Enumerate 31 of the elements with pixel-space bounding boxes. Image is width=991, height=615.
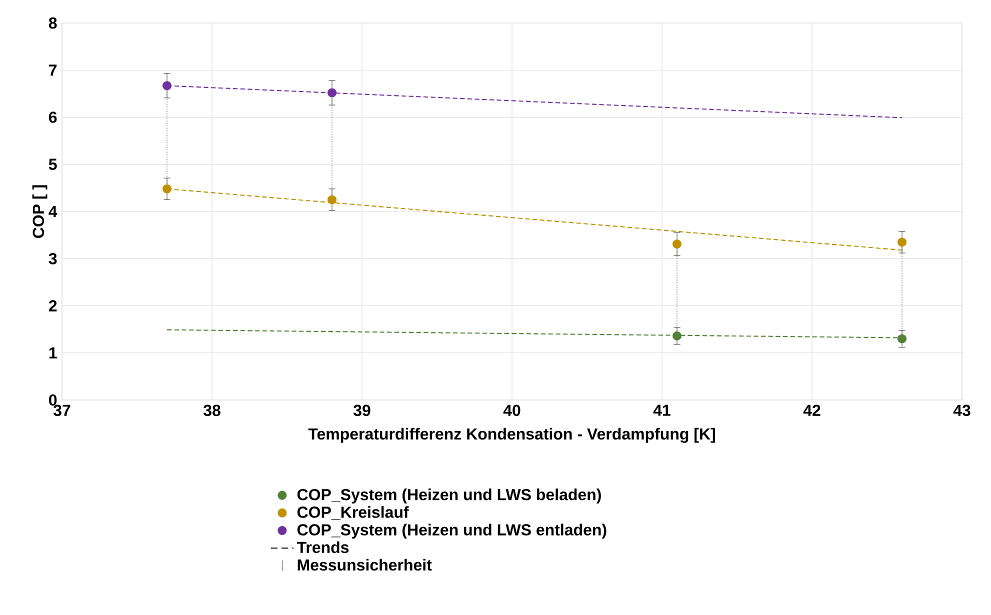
y-tick-label: 2 [48, 300, 57, 312]
text: Trends [296, 541, 349, 554]
y-tick-label: 7 [49, 64, 57, 76]
point [327, 88, 337, 98]
x-tick-label: 41 [653, 404, 670, 416]
y-tick-label: 3 [48, 252, 57, 264]
y-tick-label: 5 [48, 158, 57, 170]
x-tick-label: 38 [203, 404, 220, 416]
y-tick-label: 8 [48, 17, 57, 29]
point [897, 238, 907, 247]
legend-label: COP_System (Heizen und LWS entladen) [297, 524, 606, 539]
y-tick-label: 1 [49, 347, 57, 358]
legend-label: COP_System (Heizen und LWS beladen) [297, 488, 601, 504]
y-tick-label: 6 [48, 112, 57, 123]
y-tick-label: 0 [49, 394, 57, 406]
y-tick-label: 4 [48, 206, 58, 218]
point [672, 331, 682, 340]
point [162, 184, 172, 194]
point [162, 81, 172, 90]
point [672, 239, 682, 249]
y-axis-title: COP [ ] [32, 185, 48, 238]
x-tick-label: 37 [53, 404, 70, 416]
text: Messunsicherheit [298, 558, 432, 571]
x-axis-title: Temperaturdifferenz Kondensation - Verdampfung [K] [308, 428, 715, 443]
point [327, 195, 337, 204]
x-tick-label: 39 [353, 404, 370, 416]
x-tick-label: 43 [953, 404, 970, 416]
x-tick-label: 42 [803, 404, 820, 416]
point [897, 334, 907, 344]
x-tick-label: 40 [503, 404, 520, 416]
legend-label: COP_Kreislauf [297, 506, 409, 520]
